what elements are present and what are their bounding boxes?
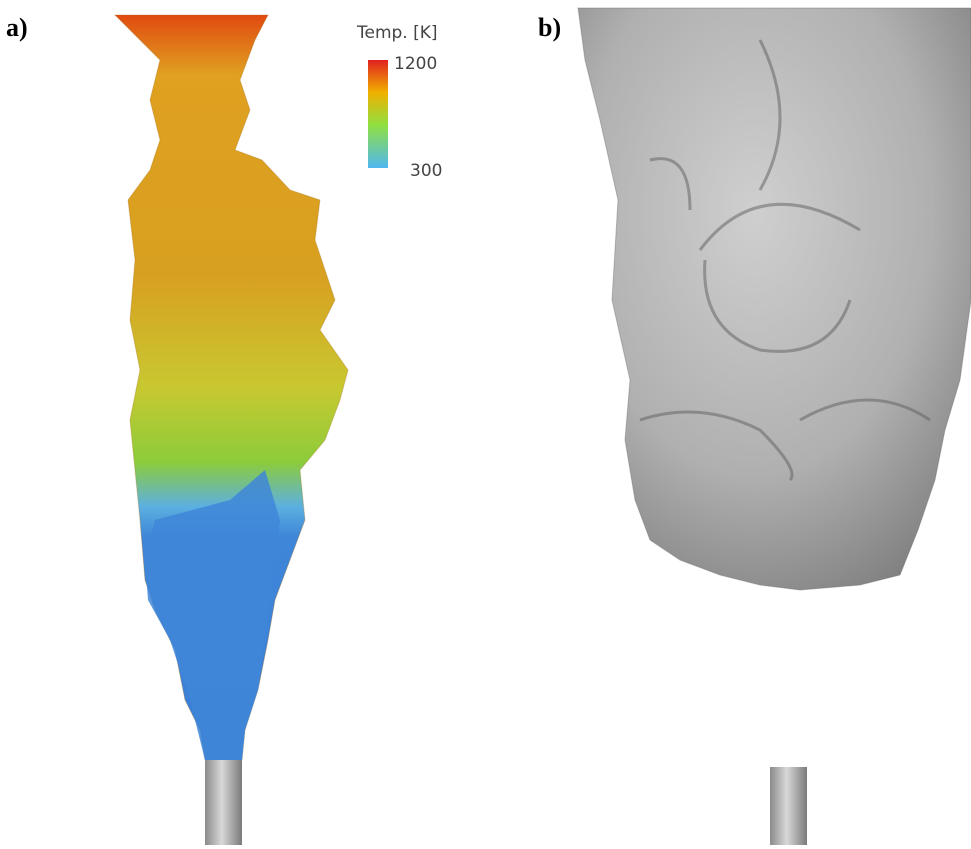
panel-label: b) bbox=[538, 13, 561, 42]
isosurface-plume bbox=[578, 8, 971, 590]
nozzle bbox=[205, 760, 242, 845]
page: a) Temp. [K] 1200 300 b) (() => { const … bbox=[0, 0, 971, 849]
colorbar-min: 300 bbox=[410, 161, 442, 181]
colorbar-title: Temp. [K] bbox=[356, 23, 438, 43]
figure: a) Temp. [K] 1200 300 b) bbox=[0, 0, 971, 849]
colorbar bbox=[368, 60, 388, 168]
panel-label: a) bbox=[6, 13, 28, 42]
colorbar-max: 1200 bbox=[394, 54, 437, 74]
nozzle bbox=[770, 767, 807, 845]
